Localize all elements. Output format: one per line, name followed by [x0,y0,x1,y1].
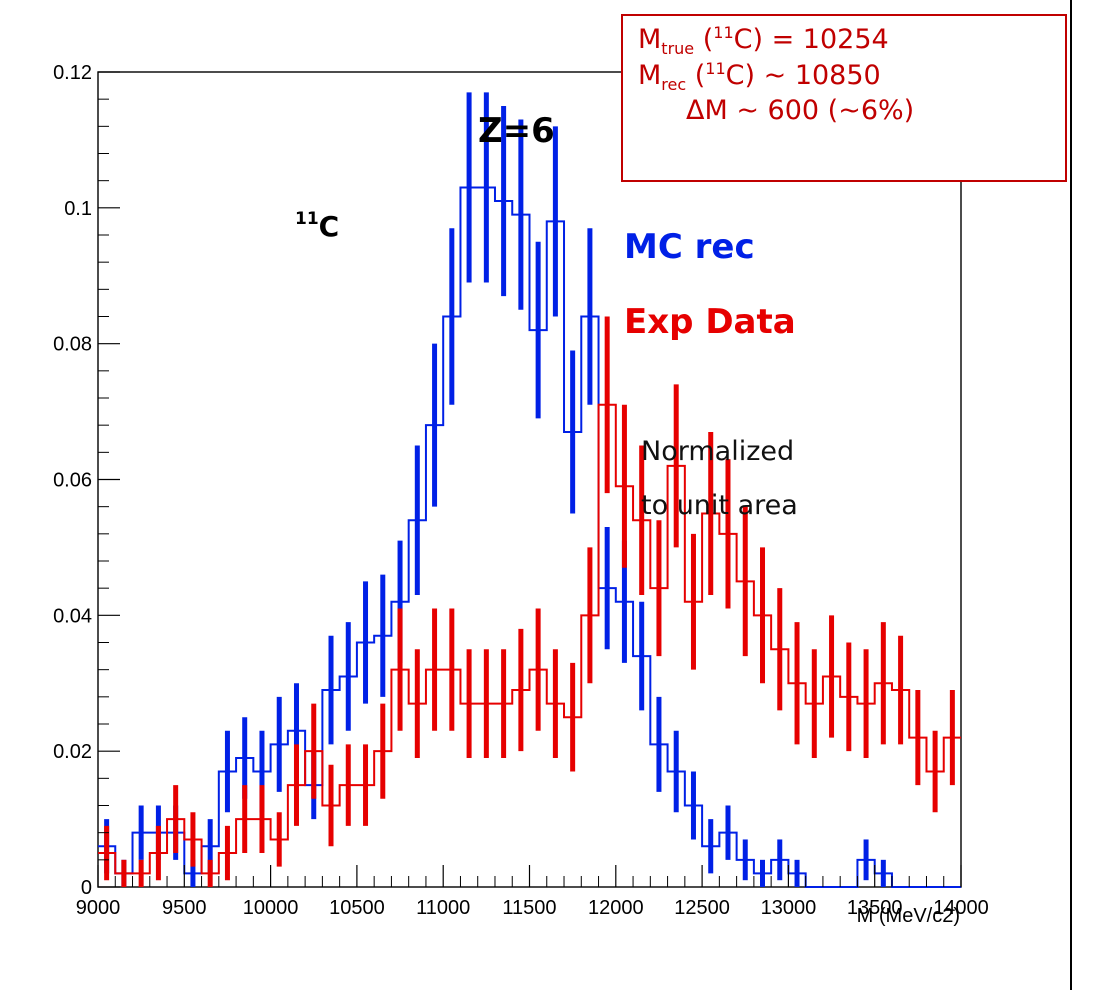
subscript-rec: rec [661,74,687,94]
x-tick-label: 14000 [933,897,989,919]
y-tick-label: 0.02 [53,741,92,763]
z-label: Z=6 [478,111,555,151]
normalized-note-line1: Normalized [641,436,794,467]
x-tick-label: 9000 [76,897,121,919]
isotope-mass-number: 11 [295,209,319,229]
axis-layer: 9000 9500 10000 10500 11000 11500 12000 12500 13… [53,62,989,919]
mass-true-line: Mtrue (11C) = 10254 [638,23,889,58]
series-mc-rec [98,92,961,888]
x-tick-label: 13500 [847,897,903,919]
y-tick-label: 0 [81,877,92,899]
x-tick-label: 10000 [243,897,299,919]
series-layer [98,92,961,888]
subscript-true: true [661,39,695,58]
x-axis-title: M (MeV/c2) [857,905,960,927]
mass-rec-line: Mrec (11C) ~ 10850 [638,58,881,94]
mass-annotation-box: Mtrue (11C) = 10254 Mrec (11C) ~ 10850 Δ… [621,14,1067,182]
y-tick-label: 0.08 [53,334,92,356]
legend-mc-rec: MC rec [624,227,755,267]
y-tick-label: 0.04 [53,605,92,627]
normalized-note-line2: to unit area [641,490,798,521]
legend-exp-data: Exp Data [624,302,796,342]
x-tick-label: 11500 [502,897,556,919]
y-tick-label: 0.12 [53,62,92,84]
x-tick-label: 11000 [416,897,470,919]
x-tick-label: 10500 [329,897,385,919]
isotope-symbol: C [319,210,340,243]
x-tick-label: 9500 [162,897,207,919]
y-tick-label: 0.06 [53,470,92,492]
x-tick-label: 12000 [588,897,644,919]
x-tick-label: 13000 [761,897,817,919]
isotope-label: 11C [295,209,339,243]
y-tick-label: 0.1 [64,198,92,220]
series-exp-data [98,316,961,887]
page-border-line [1070,0,1072,990]
x-tick-label: 12500 [674,897,730,919]
delta-mass-line: ΔM ~ 600 (~6%) [686,95,915,127]
